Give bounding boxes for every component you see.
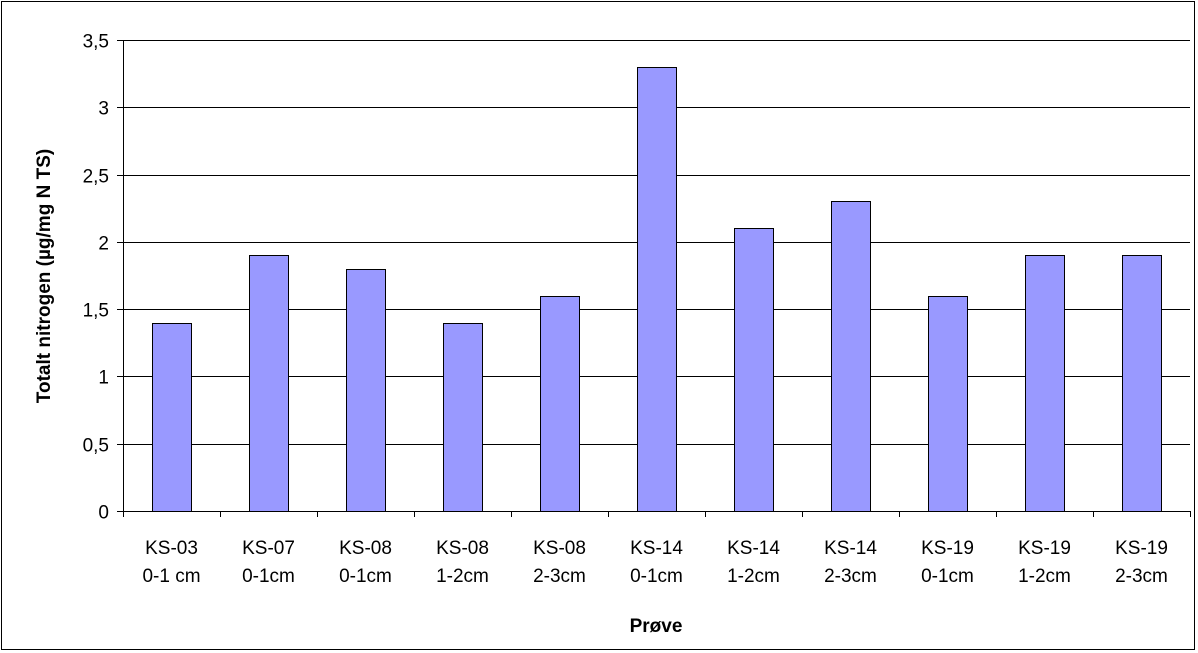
y-tick-label: 2,5 <box>83 167 109 188</box>
x-tick-label: KS-07 <box>242 538 295 559</box>
y-axis-title: Totalt nitrogen (µg/mg N TS) <box>34 149 55 403</box>
y-tick-label: 3 <box>98 99 109 120</box>
x-tick-label: 0-1cm <box>921 566 974 587</box>
bar <box>249 255 289 512</box>
bar <box>928 296 968 512</box>
bars <box>152 67 1162 512</box>
x-tick-labels: KS-03 0-1 cm KS-07 0-1cm KS-08 0-1cm KS-08 1-2c… <box>142 538 1167 587</box>
x-tick-label: 1-2cm <box>1018 566 1071 587</box>
x-tick-label: KS-08 <box>339 538 392 559</box>
x-tick-label: KS-19 <box>1018 538 1071 559</box>
bar <box>734 228 774 512</box>
x-axis-title: Prøve <box>630 616 683 637</box>
y-tick-label: 3,5 <box>83 32 109 53</box>
x-tick-label: KS-08 <box>436 538 489 559</box>
x-tick-label: 0-1cm <box>242 566 295 587</box>
bar <box>540 296 580 512</box>
x-tick-label: 1-2cm <box>436 566 489 587</box>
y-tick-label: 2 <box>98 234 109 255</box>
y-tick-labels: 0 0,5 1 1,5 2 2,5 3 3,5 <box>83 32 109 524</box>
x-tick-label: KS-19 <box>921 538 974 559</box>
x-tick-label: KS-19 <box>1115 538 1168 559</box>
x-tick-label: 0-1 cm <box>142 566 200 587</box>
x-tick-label: 2-3cm <box>533 566 586 587</box>
x-tick-label: 0-1cm <box>630 566 683 587</box>
x-tick-label: KS-14 <box>727 538 780 559</box>
y-tick-label: 1,5 <box>83 301 109 322</box>
bar <box>1122 255 1162 512</box>
gridlines <box>123 40 1190 445</box>
x-tick-label: KS-14 <box>824 538 877 559</box>
bar <box>443 323 483 512</box>
x-tick-label: 1-2cm <box>727 566 780 587</box>
bar <box>1025 255 1065 512</box>
bar <box>637 67 677 512</box>
bar <box>152 323 192 512</box>
x-tick-label: KS-14 <box>630 538 683 559</box>
y-tick-label: 1 <box>98 368 109 389</box>
x-tick-label: KS-08 <box>533 538 586 559</box>
bar <box>346 269 386 512</box>
x-tick-label: 0-1cm <box>339 566 392 587</box>
y-tick-label: 0 <box>98 503 109 524</box>
x-tick-label: 2-3cm <box>1115 566 1168 587</box>
axes <box>117 40 1191 517</box>
bar <box>831 201 871 512</box>
x-tick-label: KS-03 <box>145 538 198 559</box>
y-tick-label: 0,5 <box>83 436 109 457</box>
x-tick-label: 2-3cm <box>824 566 877 587</box>
